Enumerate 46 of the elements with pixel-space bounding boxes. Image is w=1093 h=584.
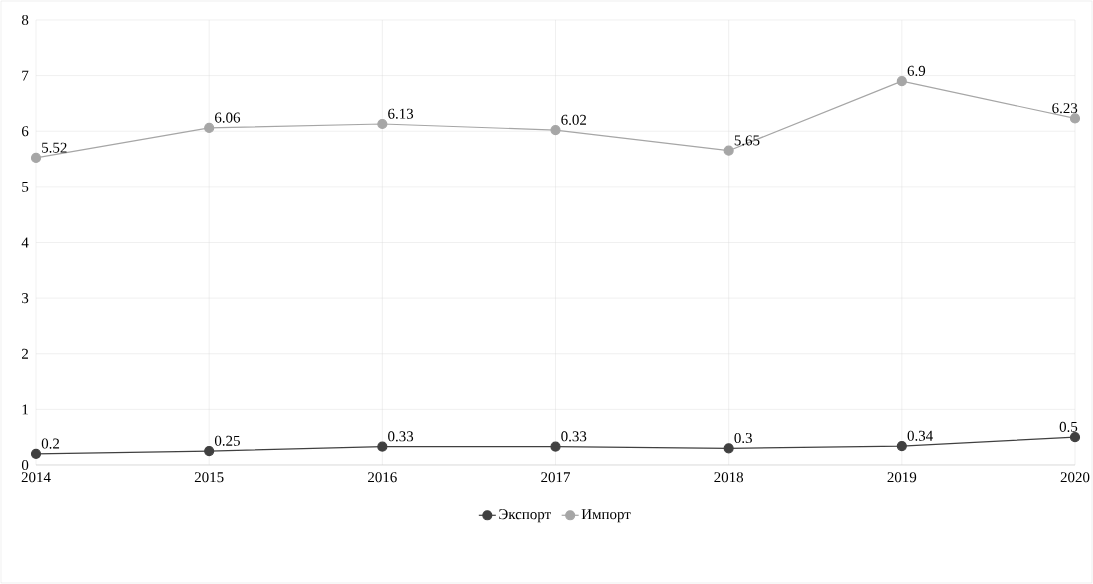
data-label: 6.13 bbox=[388, 108, 414, 119]
data-label: 0.33 bbox=[388, 431, 414, 442]
point bbox=[204, 446, 215, 457]
x-tick-label: 2014 bbox=[21, 472, 51, 483]
x-tick-label: 2020 bbox=[1060, 472, 1090, 483]
legend-label: Экспорт bbox=[499, 509, 551, 523]
data-label: 0.2 bbox=[41, 438, 60, 449]
point bbox=[896, 76, 907, 87]
x-tick-label: 2017 bbox=[541, 472, 571, 483]
data-label: 0.25 bbox=[214, 435, 240, 446]
data-label: 6.23 bbox=[1052, 103, 1078, 114]
data-label: 6.02 bbox=[561, 114, 587, 125]
point bbox=[723, 443, 734, 454]
y-tick-label: 4 bbox=[21, 237, 29, 248]
point bbox=[377, 118, 388, 130]
data-label: 5.65 bbox=[734, 135, 760, 146]
y-tick-label: 3 bbox=[22, 293, 29, 304]
point bbox=[377, 441, 388, 452]
point bbox=[896, 440, 907, 452]
data-label: 0.34 bbox=[907, 430, 933, 441]
point bbox=[1069, 432, 1081, 443]
point bbox=[723, 145, 734, 156]
y-tick-label: 6 bbox=[22, 126, 29, 137]
data-label: 0.5 bbox=[1059, 421, 1078, 432]
y-tick-label: 5 bbox=[22, 181, 29, 192]
data-label: 5.52 bbox=[42, 142, 67, 153]
y-tick-label: 0 bbox=[21, 459, 29, 471]
x-tick-label: 2019 bbox=[887, 472, 917, 483]
x-tick-label: 2018 bbox=[714, 472, 744, 483]
y-tick-label: 1 bbox=[22, 404, 28, 415]
data-label: 6.06 bbox=[215, 112, 241, 123]
x-tick-label: 2016 bbox=[368, 472, 397, 483]
point bbox=[30, 152, 42, 164]
point bbox=[204, 122, 215, 133]
legend-label: Импорт bbox=[581, 509, 631, 523]
x-tick-label: 2015 bbox=[194, 472, 224, 483]
y-tick-label: 8 bbox=[21, 14, 29, 26]
point bbox=[550, 441, 561, 452]
y-tick-label: 7 bbox=[22, 70, 29, 81]
point bbox=[1069, 113, 1081, 124]
point bbox=[30, 448, 42, 459]
y-tick-label: 2 bbox=[22, 348, 28, 359]
point bbox=[550, 125, 561, 136]
data-label: 0.3 bbox=[734, 432, 752, 444]
data-label: 6.9 bbox=[907, 65, 926, 76]
data-label: 0.33 bbox=[561, 431, 587, 442]
